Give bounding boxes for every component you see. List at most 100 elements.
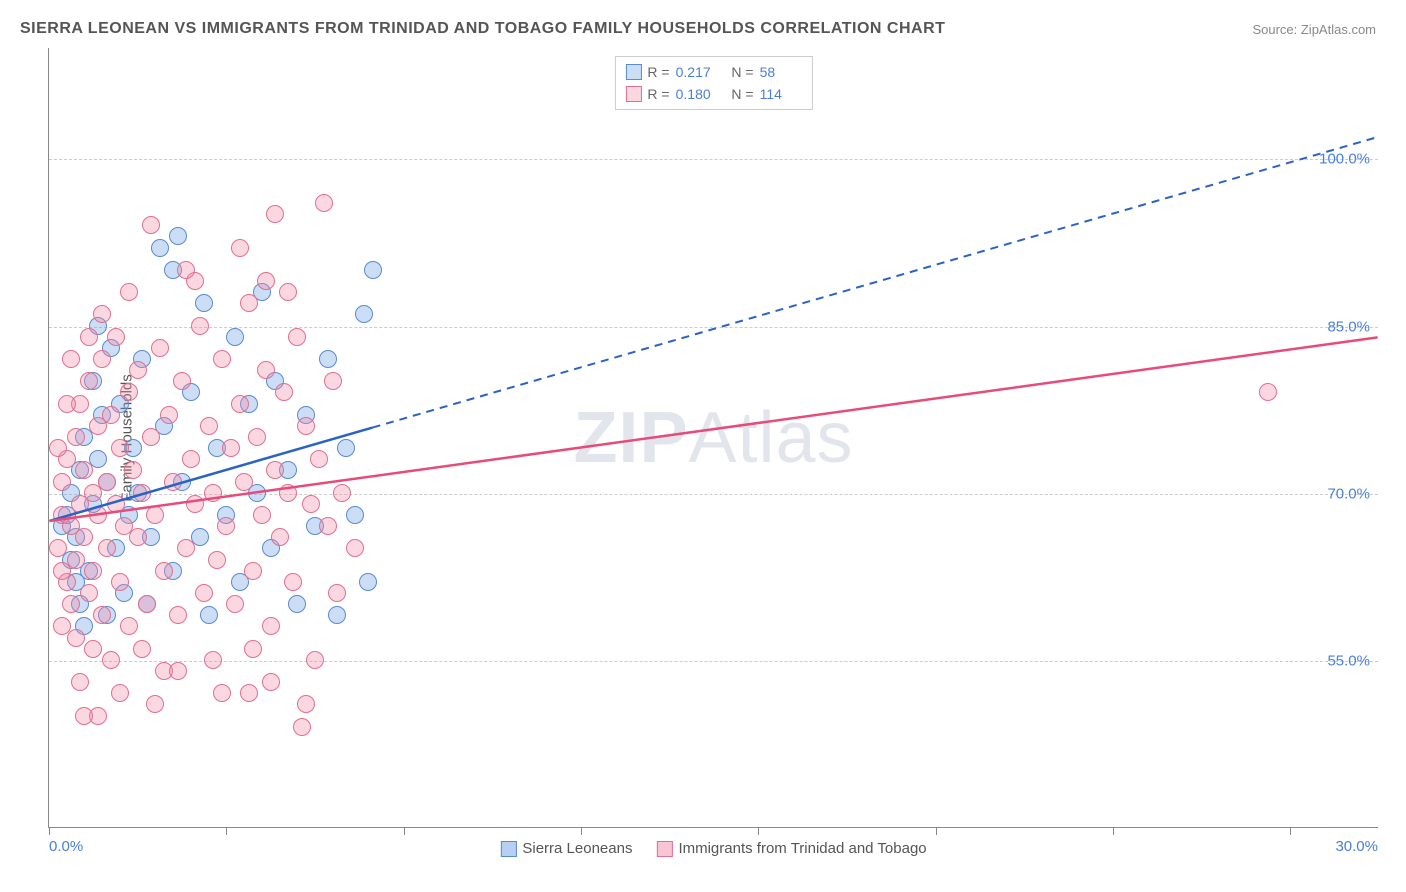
- scatter-point: [102, 651, 120, 669]
- scatter-point: [75, 461, 93, 479]
- scatter-point: [310, 450, 328, 468]
- scatter-point: [257, 361, 275, 379]
- scatter-point: [346, 539, 364, 557]
- scatter-point: [93, 350, 111, 368]
- scatter-point: [244, 562, 262, 580]
- scatter-point: [146, 695, 164, 713]
- scatter-point: [328, 606, 346, 624]
- chart-title: SIERRA LEONEAN VS IMMIGRANTS FROM TRINID…: [20, 20, 945, 38]
- x-tick: [1113, 827, 1114, 835]
- scatter-point: [213, 684, 231, 702]
- scatter-point: [80, 584, 98, 602]
- scatter-point: [279, 283, 297, 301]
- stats-row: R = 0.180 N = 114: [625, 83, 801, 105]
- scatter-point: [288, 595, 306, 613]
- scatter-point: [49, 539, 67, 557]
- scatter-point: [129, 361, 147, 379]
- scatter-point: [142, 428, 160, 446]
- scatter-point: [297, 417, 315, 435]
- scatter-point: [120, 383, 138, 401]
- scatter-point: [120, 617, 138, 635]
- scatter-point: [253, 506, 271, 524]
- scatter-point: [235, 473, 253, 491]
- stat-n-value: 58: [760, 61, 802, 83]
- scatter-point: [164, 473, 182, 491]
- stat-r-label: R =: [647, 83, 669, 105]
- scatter-point: [124, 461, 142, 479]
- scatter-point: [186, 495, 204, 513]
- y-tick-label: 55.0%: [1327, 652, 1370, 669]
- scatter-point: [293, 718, 311, 736]
- scatter-point: [315, 194, 333, 212]
- x-tick: [404, 827, 405, 835]
- y-tick-label: 85.0%: [1327, 318, 1370, 335]
- scatter-point: [222, 439, 240, 457]
- scatter-point: [240, 294, 258, 312]
- scatter-point: [288, 328, 306, 346]
- scatter-point: [133, 484, 151, 502]
- scatter-point: [248, 428, 266, 446]
- stat-r-label: R =: [647, 61, 669, 83]
- scatter-point: [306, 651, 324, 669]
- x-tick: [226, 827, 227, 835]
- scatter-point: [213, 350, 231, 368]
- scatter-point: [346, 506, 364, 524]
- stat-n-label: N =: [724, 83, 754, 105]
- watermark-a: ZIP: [573, 398, 688, 478]
- scatter-point: [93, 305, 111, 323]
- scatter-point: [177, 539, 195, 557]
- bottom-legend: Sierra Leoneans Immigrants from Trinidad …: [500, 840, 926, 857]
- legend-item: Immigrants from Trinidad and Tobago: [656, 840, 926, 857]
- gridline: [49, 159, 1378, 160]
- scatter-point: [328, 584, 346, 602]
- source-label: Source: ZipAtlas.com: [1252, 22, 1376, 37]
- scatter-point: [169, 227, 187, 245]
- scatter-point: [204, 484, 222, 502]
- scatter-point: [191, 317, 209, 335]
- scatter-point: [200, 417, 218, 435]
- scatter-point: [80, 328, 98, 346]
- scatter-point: [111, 573, 129, 591]
- scatter-point: [49, 439, 67, 457]
- scatter-point: [364, 261, 382, 279]
- scatter-point: [262, 617, 280, 635]
- scatter-point: [155, 562, 173, 580]
- scatter-point: [284, 573, 302, 591]
- scatter-point: [138, 595, 156, 613]
- x-tick: [581, 827, 582, 835]
- scatter-point: [62, 350, 80, 368]
- watermark: ZIPAtlas: [573, 397, 853, 479]
- stat-n-value: 114: [760, 83, 802, 105]
- stat-r-value: 0.180: [676, 83, 718, 105]
- scatter-point: [71, 673, 89, 691]
- scatter-point: [75, 528, 93, 546]
- stats-row: R =0.217 N =58: [625, 61, 801, 83]
- scatter-point: [169, 606, 187, 624]
- scatter-point: [257, 272, 275, 290]
- watermark-b: Atlas: [688, 398, 853, 478]
- x-tick: [1290, 827, 1291, 835]
- scatter-point: [146, 506, 164, 524]
- legend-label: Sierra Leoneans: [522, 840, 632, 857]
- scatter-point: [107, 495, 125, 513]
- scatter-point: [359, 573, 377, 591]
- scatter-point: [195, 294, 213, 312]
- stats-legend-box: R =0.217 N =58R = 0.180 N = 114: [614, 56, 812, 110]
- scatter-point: [200, 606, 218, 624]
- scatter-point: [226, 328, 244, 346]
- scatter-point: [226, 595, 244, 613]
- scatter-point: [84, 640, 102, 658]
- scatter-point: [173, 372, 191, 390]
- scatter-point: [58, 395, 76, 413]
- legend-swatch: [500, 841, 516, 857]
- scatter-point: [231, 239, 249, 257]
- scatter-point: [1259, 383, 1277, 401]
- legend-swatch: [656, 841, 672, 857]
- scatter-point: [133, 640, 151, 658]
- x-tick: [758, 827, 759, 835]
- scatter-point: [53, 562, 71, 580]
- scatter-point: [319, 517, 337, 535]
- scatter-point: [75, 707, 93, 725]
- scatter-point: [80, 372, 98, 390]
- scatter-point: [102, 406, 120, 424]
